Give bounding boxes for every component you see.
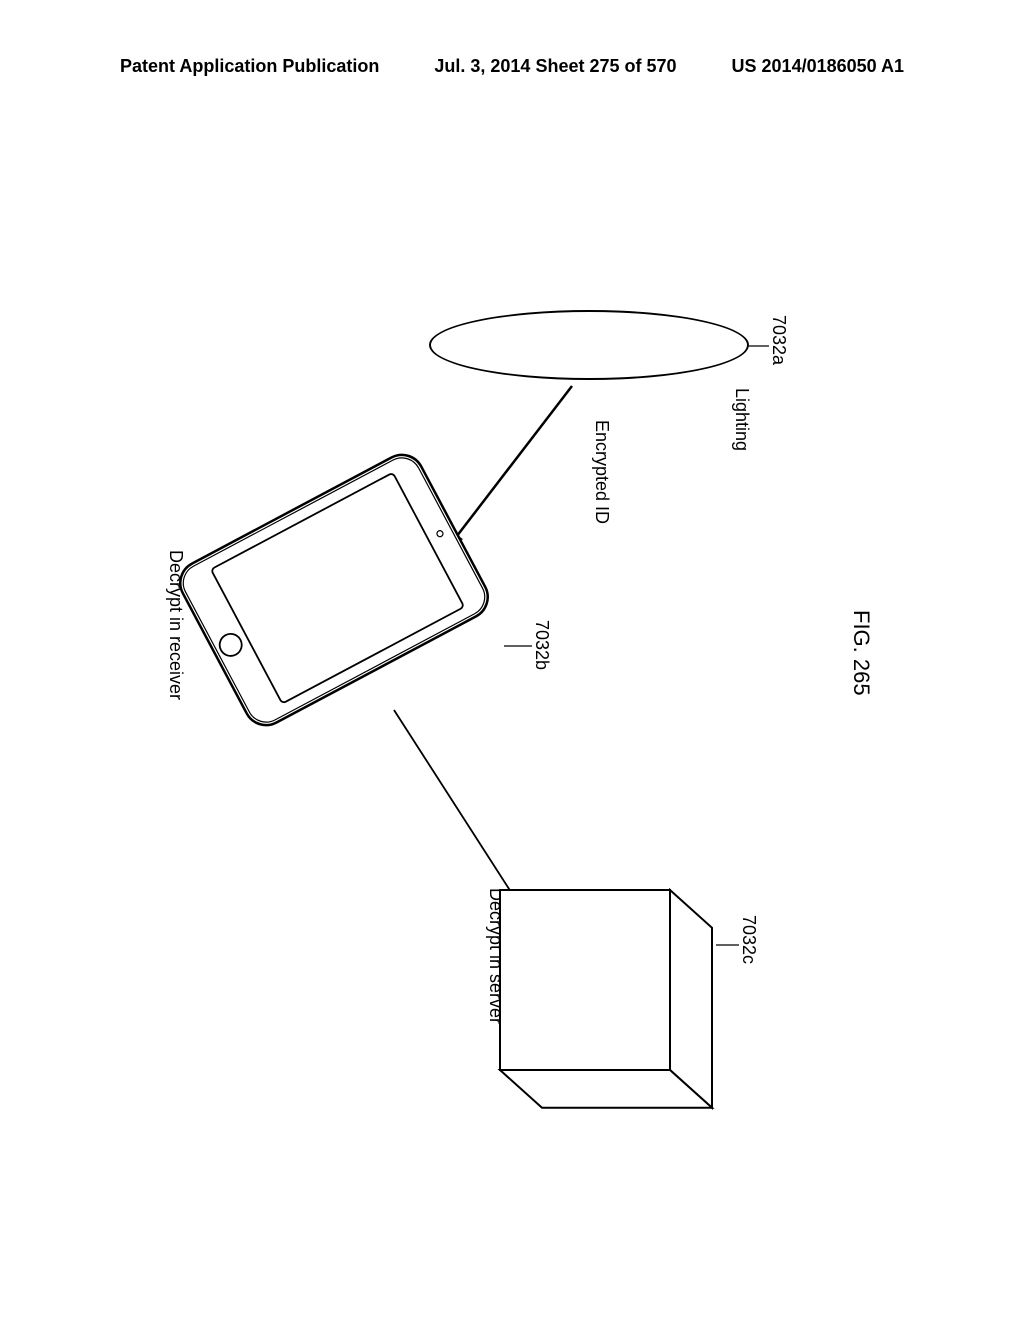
lighting-ref: 7032a: [768, 315, 789, 365]
lighting-label: Lighting: [731, 388, 752, 451]
phone-label: Decrypt in receiver: [165, 550, 186, 700]
header-publication: Patent Application Publication: [120, 56, 379, 77]
figure-title: FIG. 265: [848, 610, 874, 696]
figure-area: FIG. 265 7032a Lighting Encrypted ID 703…: [80, 150, 944, 1170]
lighting-icon: [429, 310, 749, 380]
patent-header: Patent Application Publication Jul. 3, 2…: [0, 56, 1024, 86]
arrow-label: Encrypted ID: [591, 420, 612, 524]
server-ref: 7032c: [738, 915, 759, 964]
phone-ref: 7032b: [531, 620, 552, 670]
diagram-svg: [80, 150, 944, 1170]
header-patent-number: US 2014/0186050 A1: [732, 56, 904, 77]
header-date-sheet: Jul. 3, 2014 Sheet 275 of 570: [434, 56, 676, 77]
server-label: Decrypt in server: [485, 888, 506, 1024]
figure-content: FIG. 265 7032a Lighting Encrypted ID 703…: [80, 150, 944, 1170]
